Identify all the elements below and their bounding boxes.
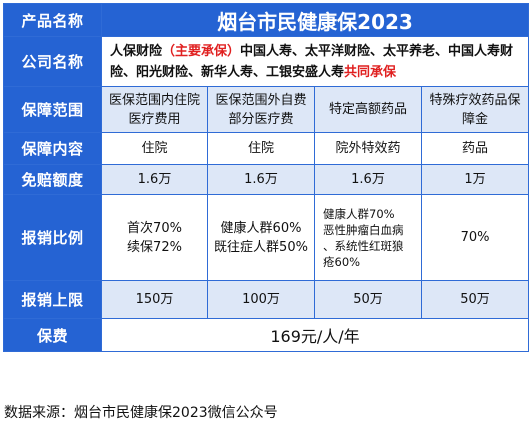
table-cell: 首次70% 续保72% xyxy=(101,194,208,281)
limit-row: 报销上限 150万 100万 50万 50万 xyxy=(3,280,530,319)
product-name-row: 产品名称 烟台市民健康保2023 xyxy=(3,3,530,37)
table-cell: 1.6万 xyxy=(314,164,422,195)
table-cell: 健康人群60% 既往症人群50% xyxy=(207,194,315,281)
table-cell: 1.6万 xyxy=(207,164,315,195)
table-cell: 特殊疗效药品保障金 xyxy=(420,86,530,133)
deductible-row: 免赔额度 1.6万 1.6万 1.6万 1万 xyxy=(3,164,530,195)
cell-line: 健康人群70% xyxy=(323,206,395,221)
company-others: 中国人寿、太平洋财险、太平养老、中国人寿财险、阳光财险、新华人寿、工银安盛人寿 xyxy=(110,43,514,80)
table-cell: 住院 xyxy=(207,132,315,165)
table-cell: 1.6万 xyxy=(101,164,208,195)
cell-line: 首次70% xyxy=(127,220,182,236)
company-main-note: （主要承保） xyxy=(162,43,241,59)
company-label: 公司名称 xyxy=(3,36,102,87)
row-label: 保障范围 xyxy=(3,86,102,133)
table-cell: 院外特效药 xyxy=(314,132,422,165)
premium-row: 保费 169元/人/年 xyxy=(3,318,530,352)
coverage-scope-row: 保障范围 医保范围内住院医疗费用 医保范围外自费部分医疗费 特定高额药品 特殊疗… xyxy=(3,86,530,133)
row-label: 免赔额度 xyxy=(3,164,102,195)
premium-label: 保费 xyxy=(3,318,102,352)
company-main: 人保财险 xyxy=(110,43,163,59)
product-name-label: 产品名称 xyxy=(3,3,102,37)
table-cell: 1万 xyxy=(420,164,530,195)
cell-line: 疮60% xyxy=(323,254,361,269)
table-cell: 医保范围内住院医疗费用 xyxy=(101,86,208,133)
coverage-content-row: 保障内容 住院 住院 院外特效药 药品 xyxy=(3,132,530,165)
table-cell: 50万 xyxy=(314,280,422,319)
data-source-note: 数据来源：烟台市民健康保2023微信公众号 xyxy=(4,405,278,421)
row-label: 报销比例 xyxy=(3,194,102,281)
row-label: 保障内容 xyxy=(3,132,102,165)
row-label: 报销上限 xyxy=(3,280,102,319)
table-cell: 住院 xyxy=(101,132,208,165)
insurance-table: 产品名称 烟台市民健康保2023 公司名称 人保财险（主要承保）中国人寿、太平洋… xyxy=(3,3,530,352)
insurance-table-container: 产品名称 烟台市民健康保2023 公司名称 人保财险（主要承保）中国人寿、太平洋… xyxy=(3,3,530,352)
reimbursement-ratio-row: 报销比例 首次70% 续保72% 健康人群60% 既往症人群50% 健康人群70… xyxy=(3,194,530,281)
cell-line: 既往症人群50% xyxy=(214,239,308,255)
table-cell: 150万 xyxy=(101,280,208,319)
table-cell: 50万 xyxy=(420,280,530,319)
cell-line: 健康人群60% xyxy=(220,220,302,236)
cell-line: 、系统性红斑狼 xyxy=(323,238,404,253)
table-cell: 70% xyxy=(420,194,530,281)
cell-line: 70% xyxy=(460,230,490,245)
premium-value: 169元/人/年 xyxy=(100,318,530,352)
cell-line: 续保72% xyxy=(127,239,182,255)
company-suffix: 共同承保 xyxy=(344,64,397,80)
cell-line: 恶性肿瘤白血病 xyxy=(323,222,404,237)
table-cell: 医保范围外自费部分医疗费 xyxy=(207,86,315,133)
table-cell: 药品 xyxy=(420,132,530,165)
table-cell: 100万 xyxy=(207,280,315,319)
product-title: 烟台市民健康保2023 xyxy=(100,3,530,37)
table-cell: 特定高额药品 xyxy=(314,86,422,133)
table-cell: 健康人群70% 恶性肿瘤白血病 、系统性红斑狼 疮60% xyxy=(314,194,422,281)
company-row: 公司名称 人保财险（主要承保）中国人寿、太平洋财险、太平养老、中国人寿财险、阳光… xyxy=(3,36,530,87)
company-cell: 人保财险（主要承保）中国人寿、太平洋财险、太平养老、中国人寿财险、阳光财险、新华… xyxy=(100,36,530,87)
